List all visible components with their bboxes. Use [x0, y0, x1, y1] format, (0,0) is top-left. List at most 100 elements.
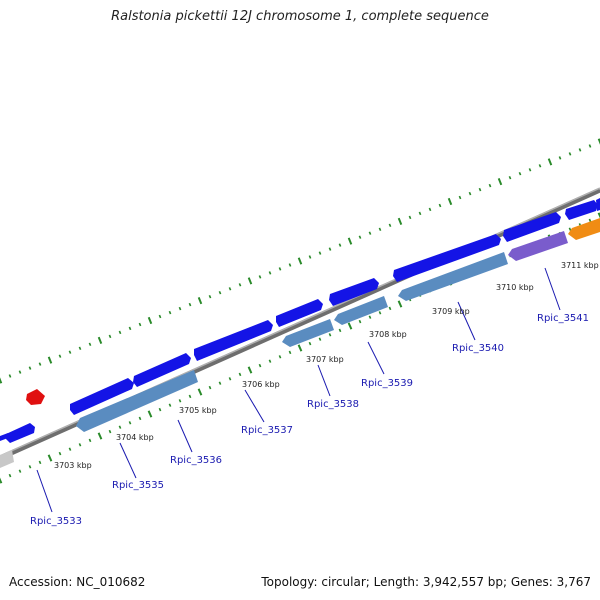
- minor-tick: [78, 443, 82, 447]
- gene-label[interactable]: Rpic_3536: [170, 455, 222, 466]
- scale-label: 3706 kbp: [242, 380, 280, 389]
- gene-label[interactable]: Rpic_3533: [30, 516, 82, 527]
- minor-tick: [238, 283, 242, 287]
- leader-line: [36, 469, 53, 513]
- minor-tick: [58, 451, 62, 456]
- minor-tick: [38, 460, 42, 465]
- minor-tick: [508, 175, 512, 180]
- scale-label: 3711 kbp: [561, 261, 599, 270]
- forward-gene-track: [0, 198, 600, 443]
- major-tick: [47, 356, 53, 364]
- minor-tick: [168, 403, 172, 407]
- minor-tick: [578, 148, 582, 152]
- reverse-gene[interactable]: [334, 296, 388, 325]
- minor-tick: [388, 306, 392, 311]
- major-tick: [47, 454, 53, 462]
- gene-label[interactable]: Rpic_3537: [241, 425, 293, 436]
- leader-line: [244, 389, 265, 423]
- forward-gene[interactable]: [276, 299, 323, 327]
- forward-gene[interactable]: [6, 423, 35, 443]
- minor-tick: [588, 144, 592, 148]
- minor-tick: [228, 377, 232, 381]
- minor-tick: [588, 218, 592, 223]
- minor-tick: [158, 314, 162, 319]
- gene-label[interactable]: Rpic_3538: [307, 399, 359, 410]
- forward-gene[interactable]: [133, 353, 191, 387]
- minor-tick: [408, 215, 412, 220]
- minor-tick: [278, 355, 282, 359]
- reverse-gene-track: [0, 218, 600, 468]
- grey-feature[interactable]: [0, 450, 14, 468]
- major-tick: [247, 277, 253, 285]
- major-tick: [147, 410, 153, 418]
- forward-gene[interactable]: [329, 278, 379, 306]
- major-tick: [447, 197, 453, 206]
- minor-tick: [258, 275, 262, 279]
- major-tick: [497, 178, 503, 186]
- forward-gene[interactable]: [596, 198, 600, 211]
- forward-gene[interactable]: [393, 234, 501, 282]
- scale-label: 3708 kbp: [369, 330, 407, 339]
- major-tick: [597, 138, 600, 145]
- minor-tick: [388, 223, 392, 228]
- leader-line: [367, 341, 385, 375]
- gene-label[interactable]: Rpic_3540: [452, 343, 504, 354]
- outer-tick-track: [0, 138, 600, 384]
- minor-tick: [338, 243, 342, 247]
- purple-gene[interactable]: [508, 231, 568, 261]
- major-tick: [297, 257, 303, 265]
- minor-tick: [568, 152, 572, 156]
- forward-gene[interactable]: [194, 320, 273, 361]
- red-feature[interactable]: [26, 389, 45, 405]
- minor-tick: [188, 302, 192, 307]
- gene-label[interactable]: Rpic_3535: [112, 480, 164, 491]
- scale-label: 3705 kbp: [179, 406, 217, 415]
- minor-tick: [88, 438, 92, 443]
- minor-tick: [18, 370, 22, 374]
- major-tick: [147, 316, 153, 325]
- minor-tick: [418, 211, 422, 216]
- minor-tick: [558, 156, 562, 160]
- minor-tick: [428, 207, 432, 212]
- label-leader-lines: [36, 267, 561, 513]
- minor-tick: [378, 227, 382, 232]
- forward-gene[interactable]: [565, 200, 598, 220]
- minor-tick: [118, 425, 122, 429]
- minor-tick: [108, 334, 112, 339]
- major-tick: [347, 322, 353, 330]
- minor-tick: [468, 191, 472, 196]
- gene-label[interactable]: Rpic_3541: [537, 313, 589, 324]
- minor-tick: [568, 227, 572, 231]
- minor-tick: [308, 255, 312, 259]
- orange-gene[interactable]: [568, 218, 600, 240]
- gene-label[interactable]: Rpic_3539: [361, 378, 413, 389]
- minor-tick: [288, 350, 292, 355]
- summary-text: Topology: circular; Length: 3,942,557 bp…: [261, 575, 591, 589]
- minor-tick: [78, 346, 82, 351]
- scale-labels: 3703 kbp 3704 kbp 3705 kbp 3706 kbp 3707…: [54, 261, 599, 470]
- major-tick: [397, 300, 403, 308]
- major-tick: [97, 432, 103, 440]
- minor-tick: [158, 407, 162, 412]
- minor-tick: [308, 341, 312, 346]
- reverse-gene[interactable]: [76, 370, 198, 432]
- scale-label: 3703 kbp: [54, 461, 92, 470]
- forward-gene[interactable]: [503, 212, 561, 242]
- minor-tick: [328, 333, 332, 337]
- forward-gene[interactable]: [70, 378, 134, 415]
- leader-line: [317, 364, 331, 397]
- minor-tick: [378, 311, 382, 315]
- minor-tick: [268, 359, 272, 363]
- minor-tick: [188, 394, 192, 399]
- gene-labels: Rpic_3533 Rpic_3535 Rpic_3536 Rpic_3537 …: [30, 313, 589, 527]
- reverse-gene[interactable]: [398, 252, 508, 301]
- minor-tick: [478, 187, 482, 192]
- minor-tick: [8, 374, 12, 378]
- minor-tick: [368, 231, 372, 235]
- minor-tick: [18, 469, 22, 473]
- major-tick: [97, 336, 103, 344]
- minor-tick: [108, 429, 112, 434]
- minor-tick: [38, 362, 42, 366]
- major-tick: [297, 344, 303, 352]
- reverse-gene[interactable]: [282, 319, 334, 347]
